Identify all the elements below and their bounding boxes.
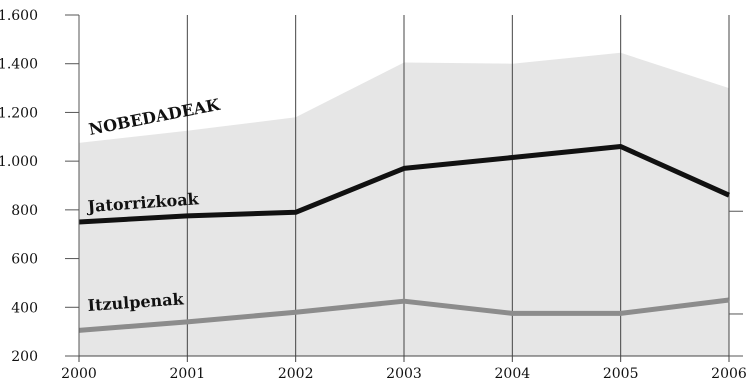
x-tick-label: 2001 — [170, 366, 206, 382]
y-tick-label: 600 — [11, 252, 38, 268]
x-tick-label: 2004 — [495, 366, 531, 382]
y-axis: 200 400 600 800 1.000 1.200 1.400 1.600 — [0, 8, 743, 365]
x-tick-label: 2000 — [61, 366, 97, 382]
y-tick-label: 1.400 — [0, 57, 38, 73]
line-series-2 — [78, 297, 730, 333]
y-tick-label: 800 — [11, 203, 38, 219]
line-series-1 — [78, 144, 731, 225]
y-tick-label: 200 — [11, 349, 38, 365]
x-tick-label: 2006 — [711, 366, 747, 382]
x-tick-label: 2005 — [603, 366, 639, 382]
y-tick-label: 1.600 — [0, 8, 38, 24]
line-layer — [78, 144, 731, 333]
y-tick-label: 400 — [11, 300, 38, 316]
x-axis: 2000 2001 2002 2003 2004 2005 2006 — [61, 355, 747, 382]
x-tick-label: 2003 — [386, 366, 422, 382]
y-tick-label: 1.000 — [0, 154, 38, 170]
x-tick-label: 2002 — [278, 366, 314, 382]
y-tick-label: 1.200 — [0, 105, 38, 121]
